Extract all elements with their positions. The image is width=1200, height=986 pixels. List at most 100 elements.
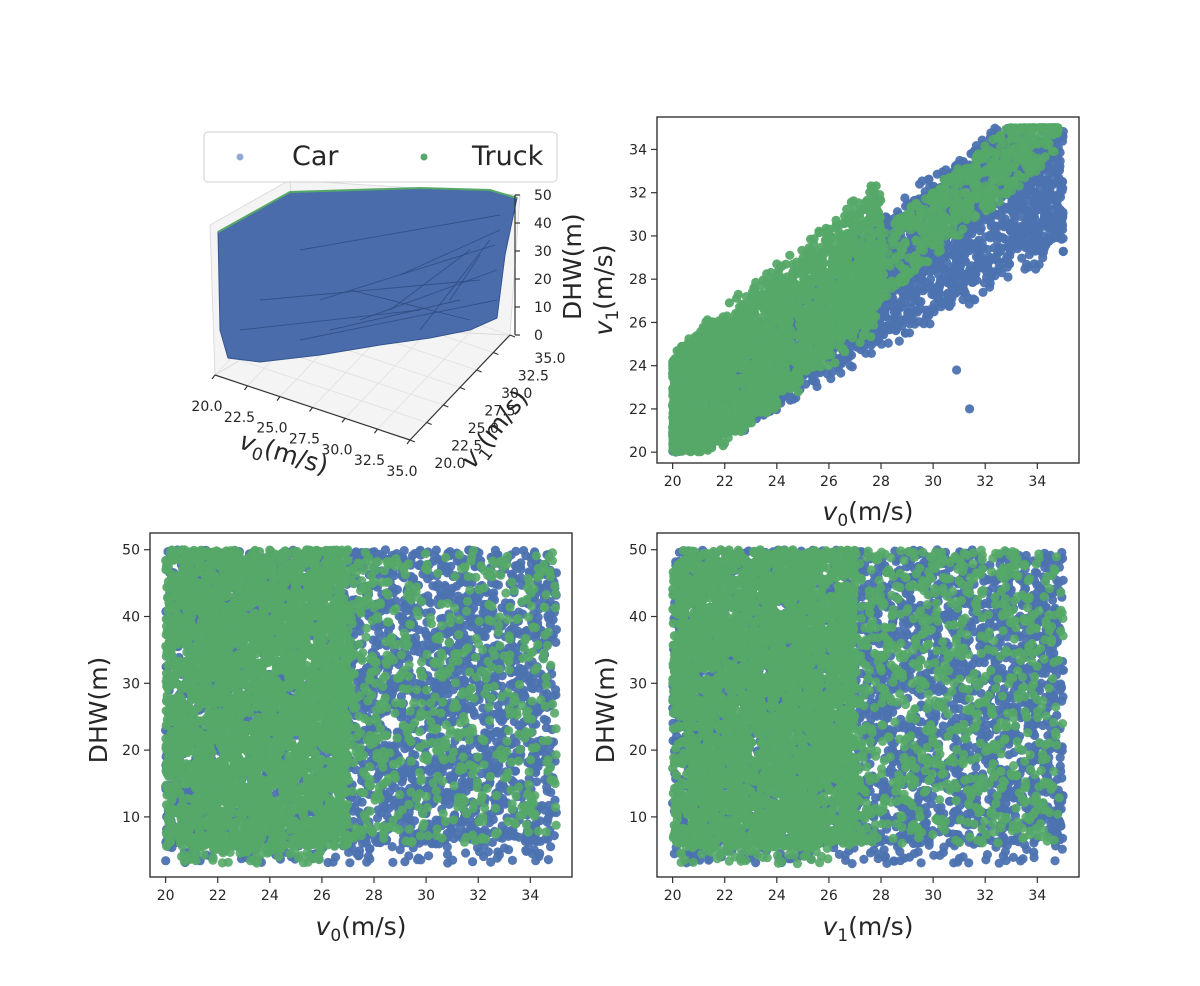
car-point (983, 245, 992, 254)
car-point (990, 227, 999, 236)
car-point (893, 300, 902, 309)
car-point (895, 337, 904, 346)
car-point (904, 308, 913, 317)
truck-point (830, 358, 839, 367)
car-point (919, 286, 928, 295)
truck-point (785, 251, 794, 260)
x-tick-label: 20.0 (191, 399, 222, 415)
legend-truck-label: Truck (471, 141, 544, 172)
y-tick-mark (427, 423, 432, 425)
car-point (951, 289, 960, 298)
car-point (1042, 198, 1051, 207)
truck-point (864, 222, 873, 231)
car-point (1054, 177, 1063, 186)
car-point (976, 226, 985, 235)
car-point (914, 276, 923, 285)
car-point (879, 322, 888, 331)
car-point (944, 270, 953, 279)
y-tick-mark (460, 388, 465, 390)
car-point (994, 266, 1003, 275)
car-point (1023, 215, 1032, 224)
car-point (836, 368, 845, 377)
car-point (993, 248, 1002, 257)
x-tick-mark (342, 418, 345, 422)
surface-z-axis-label: DHW(m) (558, 213, 587, 320)
truck-point (791, 358, 800, 367)
truck-point (725, 298, 734, 307)
car-point (1017, 201, 1026, 210)
z-tick-label: 10 (534, 300, 552, 316)
x-tick-mark (407, 440, 410, 444)
y-tick-mark (410, 440, 415, 442)
car-point (1031, 189, 1040, 198)
y-tick-label: 32.5 (518, 369, 549, 385)
car-point (949, 262, 958, 271)
y-tick-label: 35.0 (534, 351, 565, 367)
car-point (978, 288, 987, 297)
car-point (934, 270, 943, 279)
z-tick-label: 0 (534, 328, 543, 344)
car-point (1056, 156, 1065, 165)
surface-3d-panel: 20.022.525.027.530.032.535.0 20.022.525.0… (191, 132, 587, 485)
car-point (1019, 229, 1028, 238)
car-point (1005, 259, 1014, 268)
car-point (972, 276, 981, 285)
car-point (867, 341, 876, 350)
car-point (970, 242, 979, 251)
car-point (1059, 247, 1068, 256)
z-tick-label: 30 (534, 244, 552, 260)
x-tick-mark (245, 386, 248, 390)
y-tick-mark (493, 353, 498, 355)
figure: 20.022.525.027.530.032.535.0 20.022.525.0… (0, 0, 1200, 986)
car-point (1038, 253, 1047, 262)
scatter-points (668, 123, 1068, 457)
car-point (1043, 236, 1052, 245)
car-point (915, 180, 924, 189)
car-point (1000, 235, 1009, 244)
legend-car-marker (237, 154, 244, 161)
car-point (1048, 218, 1057, 227)
car-point (952, 365, 961, 374)
car-point (1020, 241, 1029, 250)
y-tick-mark (510, 335, 515, 337)
truck-point (875, 220, 884, 229)
car-point (927, 304, 936, 313)
legend-car-label: Car (292, 141, 339, 172)
z-tick-label: 50 (534, 188, 552, 204)
car-point (948, 280, 957, 289)
x-tick-label: 22.5 (224, 410, 255, 426)
car-point (938, 299, 947, 308)
car-point (943, 290, 952, 299)
car-point (965, 404, 974, 413)
car-point (1010, 208, 1019, 217)
x-tick-mark (277, 397, 280, 401)
car-point (867, 349, 876, 358)
legend[interactable]: Car Truck (204, 132, 557, 182)
car-point (913, 297, 922, 306)
car-point (915, 317, 924, 326)
car-point (1024, 263, 1033, 272)
z-tick-label: 20 (534, 272, 552, 288)
x-tick-mark (212, 375, 215, 379)
car-point (1053, 202, 1062, 211)
car-point (931, 291, 940, 300)
x-tick-mark (310, 408, 313, 412)
y-tick-mark (477, 370, 482, 372)
car-point (1000, 222, 1009, 231)
car-point (1047, 165, 1056, 174)
x-tick-label: 35.0 (386, 464, 417, 480)
car-point (935, 261, 944, 270)
y-tick-mark (443, 405, 448, 407)
z-tick-label: 40 (534, 216, 552, 232)
car-point (905, 328, 914, 337)
legend-truck-marker (421, 154, 428, 161)
car-point (924, 175, 933, 184)
car-point (890, 319, 899, 328)
car-point (1031, 226, 1040, 235)
car-point (960, 250, 969, 259)
car-point (1055, 226, 1064, 235)
car-point (987, 267, 996, 276)
car-point (959, 280, 968, 289)
car-point (983, 258, 992, 267)
